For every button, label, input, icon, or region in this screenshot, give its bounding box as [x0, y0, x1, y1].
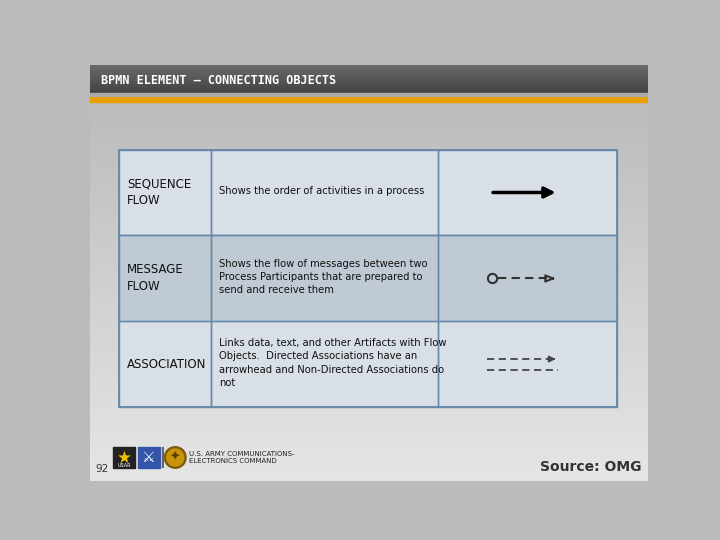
Bar	[438, 321, 617, 408]
Bar	[120, 150, 617, 408]
Bar	[90, 96, 648, 102]
Bar	[438, 235, 617, 321]
Text: BPMN ELEMENT – CONNECTING OBJECTS: BPMN ELEMENT – CONNECTING OBJECTS	[101, 73, 336, 87]
Text: 92: 92	[96, 464, 109, 475]
Bar	[120, 321, 212, 408]
Text: SEQUENCE
FLOW: SEQUENCE FLOW	[127, 178, 192, 207]
Bar	[438, 150, 617, 235]
Bar	[438, 321, 617, 408]
Bar	[113, 447, 135, 468]
Bar	[90, 93, 648, 96]
Bar	[212, 150, 438, 235]
Bar	[212, 235, 438, 321]
Bar	[120, 321, 212, 408]
Bar	[120, 235, 212, 321]
Bar	[120, 235, 212, 321]
Text: ⚔: ⚔	[142, 450, 156, 465]
Bar	[212, 321, 438, 408]
Text: Shows the flow of messages between two
Process Participants that are prepared to: Shows the flow of messages between two P…	[220, 259, 428, 295]
Text: MESSAGE
FLOW: MESSAGE FLOW	[127, 264, 184, 293]
Text: Source: OMG: Source: OMG	[540, 461, 642, 475]
Bar	[120, 150, 212, 235]
Text: U.S. ARMY COMMUNICATIONS-: U.S. ARMY COMMUNICATIONS-	[189, 451, 294, 457]
Circle shape	[164, 447, 186, 468]
Bar	[438, 235, 617, 321]
Bar	[212, 150, 438, 235]
Text: ✦: ✦	[170, 451, 181, 464]
Text: ★: ★	[117, 449, 132, 467]
Text: Links data, text, and other Artifacts with Flow
Objects.  Directed Associations : Links data, text, and other Artifacts wi…	[220, 338, 446, 388]
Text: ASSOCIATION: ASSOCIATION	[127, 358, 207, 371]
Text: ELECTRONICS COMMAND: ELECTRONICS COMMAND	[189, 458, 277, 464]
Bar	[138, 447, 160, 468]
Bar	[212, 235, 438, 321]
Circle shape	[167, 449, 184, 466]
Text: Shows the order of activities in a process: Shows the order of activities in a proce…	[220, 186, 425, 196]
Text: USAR: USAR	[117, 463, 131, 468]
Bar	[120, 150, 212, 235]
Bar	[212, 321, 438, 408]
Bar	[438, 150, 617, 235]
